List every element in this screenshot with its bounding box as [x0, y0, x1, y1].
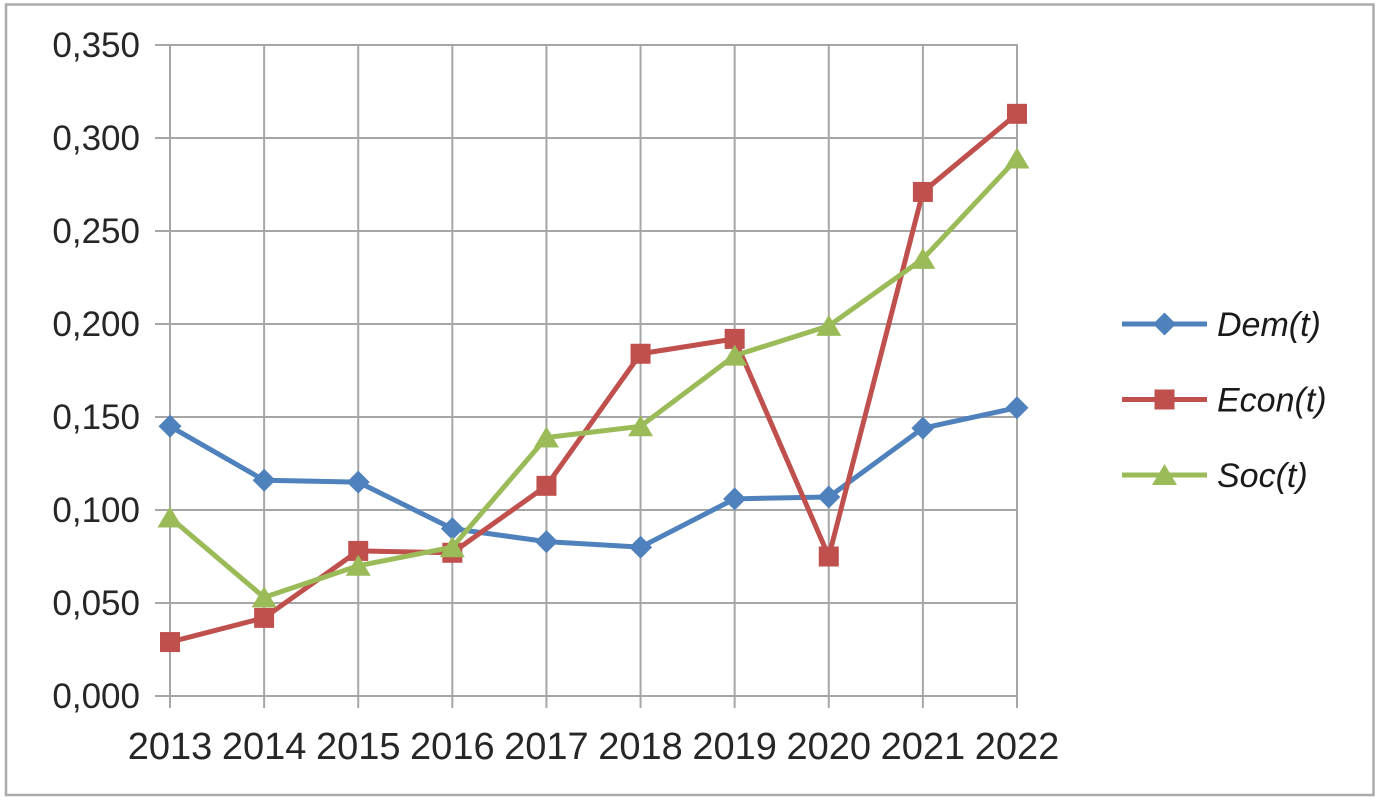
series-econ — [160, 103, 1027, 653]
data-point-marker-dem — [252, 468, 276, 492]
data-point-marker-econ — [912, 181, 933, 202]
legend-label-soc: Soc(t) — [1217, 457, 1308, 495]
x-axis-tick-label: 2021 — [881, 726, 966, 768]
series-line-econ — [167, 111, 1020, 645]
data-point-marker-soc — [345, 554, 371, 576]
data-point-marker-soc — [251, 586, 277, 608]
data-point-marker-econ — [348, 540, 369, 561]
y-axis-tick-label: 0,300 — [52, 119, 140, 158]
x-axis-tick-label: 2014 — [222, 726, 307, 768]
y-axis-tick-label: 0,200 — [52, 305, 140, 344]
x-axis-tick-label: 2020 — [787, 726, 872, 768]
x-axis-tick-label: 2022 — [975, 726, 1060, 768]
legend-item-econ: Econ(t) — [1122, 382, 1327, 420]
data-point-marker-econ — [724, 328, 745, 349]
data-point-marker-econ — [818, 546, 839, 567]
y-axis-tick-label: 0,250 — [52, 212, 140, 251]
data-point-marker-dem — [440, 517, 464, 541]
data-point-marker-soc — [439, 536, 465, 558]
data-point-marker-dem — [1005, 396, 1029, 420]
series-line-soc — [167, 155, 1020, 600]
data-point-marker-dem — [346, 470, 370, 494]
x-axis-tick-label: 2013 — [128, 726, 213, 768]
gridlines — [155, 44, 1018, 708]
data-point-marker-dem — [534, 530, 558, 554]
x-axis-tick-label: 2016 — [410, 726, 495, 768]
series-soc — [157, 147, 1030, 608]
data-point-marker-econ — [1007, 103, 1027, 124]
data-point-marker-soc — [722, 344, 748, 366]
data-point-marker-econ — [254, 607, 275, 628]
data-point-marker-econ — [160, 632, 180, 653]
legend-item-soc: Soc(t) — [1122, 457, 1308, 495]
legend-label-econ: Econ(t) — [1217, 382, 1327, 420]
x-axis-tick-label: 2015 — [316, 726, 401, 768]
data-point-marker-econ — [536, 475, 557, 496]
data-point-marker-soc — [533, 426, 559, 448]
data-point-marker-dem — [629, 535, 653, 559]
legend-marker-square-icon — [1154, 389, 1175, 410]
x-axis-tick-label: 2018 — [598, 726, 683, 768]
y-axis-tick-label: 0,000 — [52, 677, 140, 716]
series-dem — [158, 396, 1029, 559]
data-point-marker-dem — [158, 414, 182, 438]
data-point-marker-soc — [157, 506, 183, 528]
y-axis-tick-label: 0,050 — [52, 584, 140, 623]
figure-border — [4, 3, 1375, 797]
axis-labels: 0,000 0,050 0,100 0,150 0,200 0,250 0,300 0,350… — [52, 26, 1059, 768]
data-point-marker-soc — [628, 415, 654, 437]
y-axis-tick-label: 0,350 — [52, 26, 140, 65]
x-axis-tick-label: 2019 — [692, 726, 777, 768]
data-point-marker-dem — [817, 485, 841, 509]
legend-label-dem: Dem(t) — [1217, 306, 1321, 344]
data-point-marker-dem — [911, 416, 935, 440]
data-point-marker-soc — [910, 247, 936, 269]
legend: Dem(t) Econ(t) Soc(t) — [1122, 306, 1327, 495]
legend-item-dem: Dem(t) — [1122, 306, 1321, 344]
data-point-marker-econ — [630, 343, 651, 364]
legend-marker-diamond-icon — [1153, 312, 1176, 336]
data-point-marker-dem — [723, 487, 747, 511]
y-axis-tick-label: 0,100 — [52, 491, 140, 530]
data-point-marker-soc — [816, 314, 842, 336]
y-axis-tick-label: 0,150 — [52, 398, 140, 437]
data-point-marker-soc — [1004, 147, 1030, 169]
x-axis-tick-label: 2017 — [504, 726, 589, 768]
legend-marker-triangle-icon — [1152, 464, 1177, 485]
series-line-dem — [167, 405, 1020, 550]
